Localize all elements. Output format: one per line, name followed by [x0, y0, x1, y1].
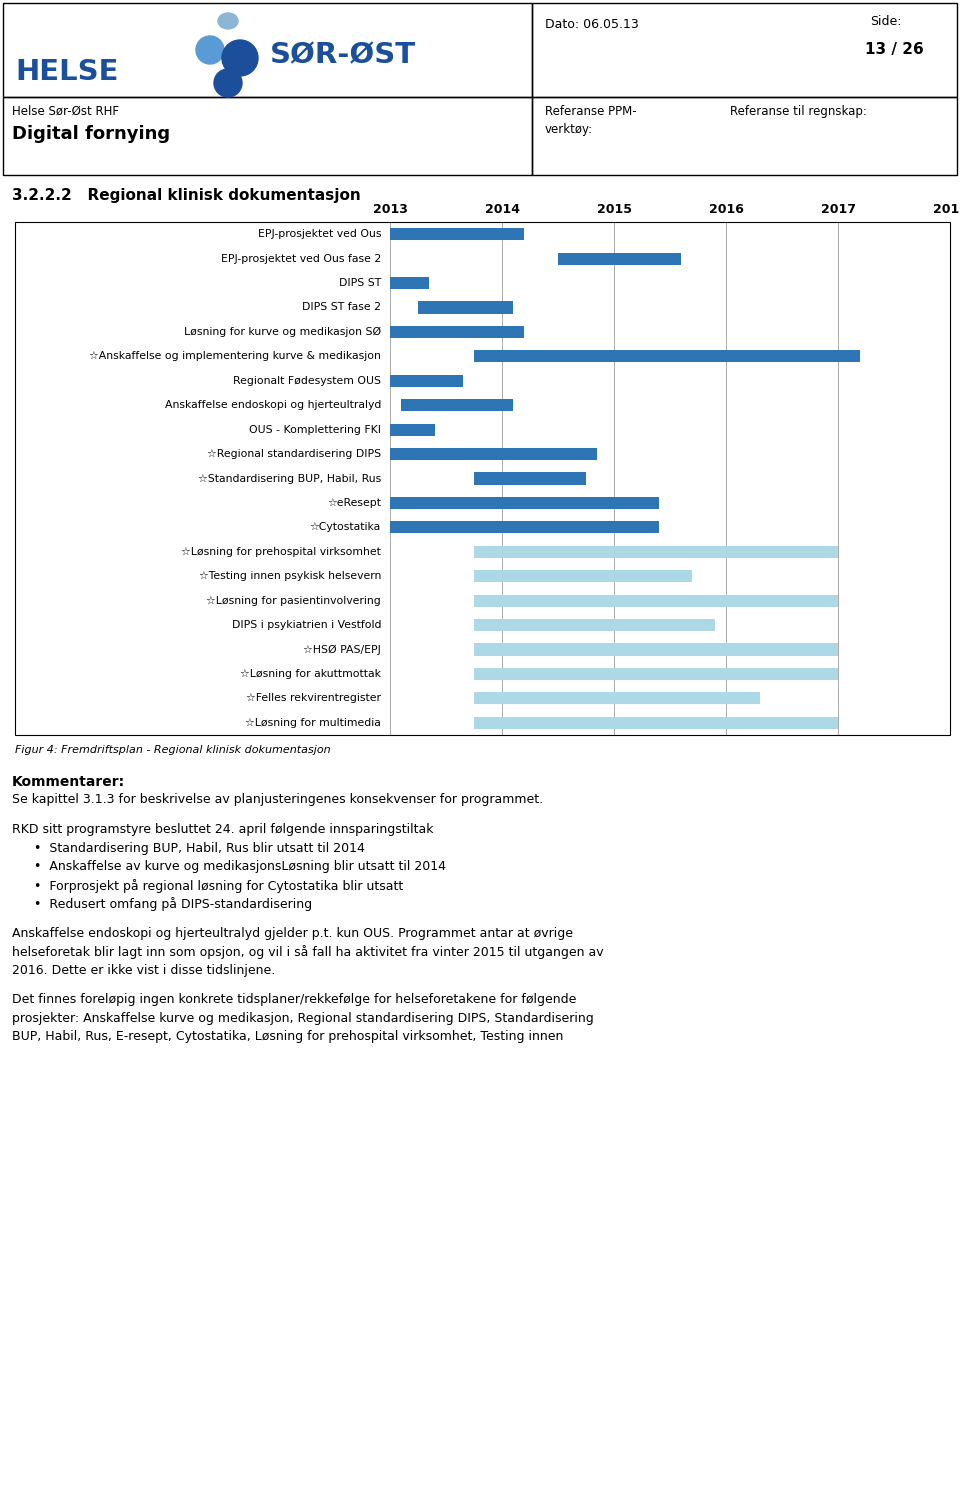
Bar [474, 643, 838, 656]
Text: Referanse til regnskap:: Referanse til regnskap: [730, 105, 867, 118]
Text: helseforetak blir lagt inn som opsjon, og vil i så fall ha aktivitet fra vinter : helseforetak blir lagt inn som opsjon, o… [12, 945, 604, 960]
Text: DIPS i psykiatrien i Vestfold: DIPS i psykiatrien i Vestfold [231, 620, 381, 629]
Text: Figur 4: Fremdriftsplan - Regional klinisk dokumentasjon: Figur 4: Fremdriftsplan - Regional klini… [15, 745, 330, 755]
Bar [474, 692, 759, 704]
Text: Anskaffelse endoskopi og hjerteultralyd gjelder p.t. kun OUS. Programmet antar a: Anskaffelse endoskopi og hjerteultralyd … [12, 927, 573, 940]
Bar [390, 229, 524, 241]
Bar [474, 716, 838, 730]
Text: 2016. Dette er ikke vist i disse tidslinjene.: 2016. Dette er ikke vist i disse tidslin… [12, 964, 276, 976]
Text: ☆Løsning for akuttmottak: ☆Løsning for akuttmottak [240, 668, 381, 679]
Bar [474, 668, 838, 680]
Text: ☆Løsning for multimedia: ☆Løsning for multimedia [245, 718, 381, 728]
Text: ☆Felles rekvirentregister: ☆Felles rekvirentregister [246, 694, 381, 703]
Text: DIPS ST: DIPS ST [339, 278, 381, 289]
Text: Se kapittel 3.1.3 for beskrivelse av planjusteringenes konsekvenser for programm: Se kapittel 3.1.3 for beskrivelse av pla… [12, 794, 543, 806]
Text: Digital fornying: Digital fornying [12, 126, 170, 144]
Bar [474, 546, 838, 558]
Bar [390, 496, 659, 508]
Text: Dato: 06.05.13: Dato: 06.05.13 [545, 18, 638, 31]
Bar [390, 326, 524, 338]
Text: SØR-ØST: SØR-ØST [270, 40, 416, 69]
Bar [474, 570, 692, 583]
Bar [558, 253, 682, 265]
Text: •  Standardisering BUP, Habil, Rus blir utsatt til 2014: • Standardisering BUP, Habil, Rus blir u… [34, 842, 365, 855]
Bar [474, 619, 715, 631]
Text: EPJ-prosjektet ved Ous: EPJ-prosjektet ved Ous [257, 229, 381, 239]
Text: BUP, Habil, Rus, E-resept, Cytostatika, Løsning for prehospital virksomhet, Test: BUP, Habil, Rus, E-resept, Cytostatika, … [12, 1030, 564, 1044]
Text: ☆Løsning for prehospital virksomhet: ☆Løsning for prehospital virksomhet [181, 547, 381, 556]
Bar [474, 595, 838, 607]
Text: ☆eResept: ☆eResept [327, 498, 381, 508]
Bar [401, 399, 514, 411]
Bar [390, 522, 659, 534]
Text: RKD sitt programstyre besluttet 24. april følgende innsparingstiltak: RKD sitt programstyre besluttet 24. apri… [12, 824, 434, 836]
Bar [418, 302, 514, 314]
Text: ☆Cytostatika: ☆Cytostatika [310, 522, 381, 532]
Text: Kommentarer:: Kommentarer: [12, 774, 125, 789]
Text: ☆Regional standardisering DIPS: ☆Regional standardisering DIPS [207, 448, 381, 459]
Bar [390, 423, 435, 435]
Text: prosjekter: Anskaffelse kurve og medikasjon, Regional standardisering DIPS, Stan: prosjekter: Anskaffelse kurve og medikas… [12, 1012, 593, 1024]
Text: Det finnes foreløpig ingen konkrete tidsplaner/rekkefølge for helseforetakene fo: Det finnes foreløpig ingen konkrete tids… [12, 993, 576, 1006]
Text: •  Redusert omfang på DIPS-standardisering: • Redusert omfang på DIPS-standardiserin… [34, 897, 312, 910]
Text: ☆Standardisering BUP, Habil, Rus: ☆Standardisering BUP, Habil, Rus [198, 474, 381, 483]
Text: EPJ-prosjektet ved Ous fase 2: EPJ-prosjektet ved Ous fase 2 [221, 254, 381, 263]
Text: ☆Testing innen psykisk helsevern: ☆Testing innen psykisk helsevern [199, 571, 381, 582]
Text: HELSE: HELSE [15, 58, 118, 87]
Text: ☆Løsning for pasientinvolvering: ☆Løsning for pasientinvolvering [206, 595, 381, 605]
Bar [474, 350, 860, 362]
Bar [474, 472, 586, 484]
Text: Anskaffelse endoskopi og hjerteultralyd: Anskaffelse endoskopi og hjerteultralyd [165, 401, 381, 410]
Text: Løsning for kurve og medikasjon SØ: Løsning for kurve og medikasjon SØ [184, 327, 381, 336]
Text: •  Anskaffelse av kurve og medikasjonsLøsning blir utsatt til 2014: • Anskaffelse av kurve og medikasjonsLøs… [34, 860, 446, 873]
Text: 13 / 26: 13 / 26 [865, 42, 924, 57]
Text: Helse Sør-Øst RHF: Helse Sør-Øst RHF [12, 105, 119, 118]
Bar [390, 277, 429, 289]
Text: Referanse PPM-
verktøy:: Referanse PPM- verktøy: [545, 105, 636, 136]
Text: DIPS ST fase 2: DIPS ST fase 2 [302, 302, 381, 312]
Text: •  Forprosjekt på regional løsning for Cytostatika blir utsatt: • Forprosjekt på regional løsning for Cy… [34, 879, 403, 893]
Bar [390, 375, 463, 387]
Text: OUS - Komplettering FKI: OUS - Komplettering FKI [249, 425, 381, 435]
Text: 3.2.2.2   Regional klinisk dokumentasjon: 3.2.2.2 Regional klinisk dokumentasjon [12, 188, 361, 203]
Bar [390, 448, 597, 460]
Text: Regionalt Fødesystem OUS: Regionalt Fødesystem OUS [233, 375, 381, 386]
Text: ☆Anskaffelse og implementering kurve & medikasjon: ☆Anskaffelse og implementering kurve & m… [89, 351, 381, 362]
Text: Side:: Side: [870, 15, 901, 28]
Text: ☆HSØ PAS/EPJ: ☆HSØ PAS/EPJ [303, 644, 381, 655]
